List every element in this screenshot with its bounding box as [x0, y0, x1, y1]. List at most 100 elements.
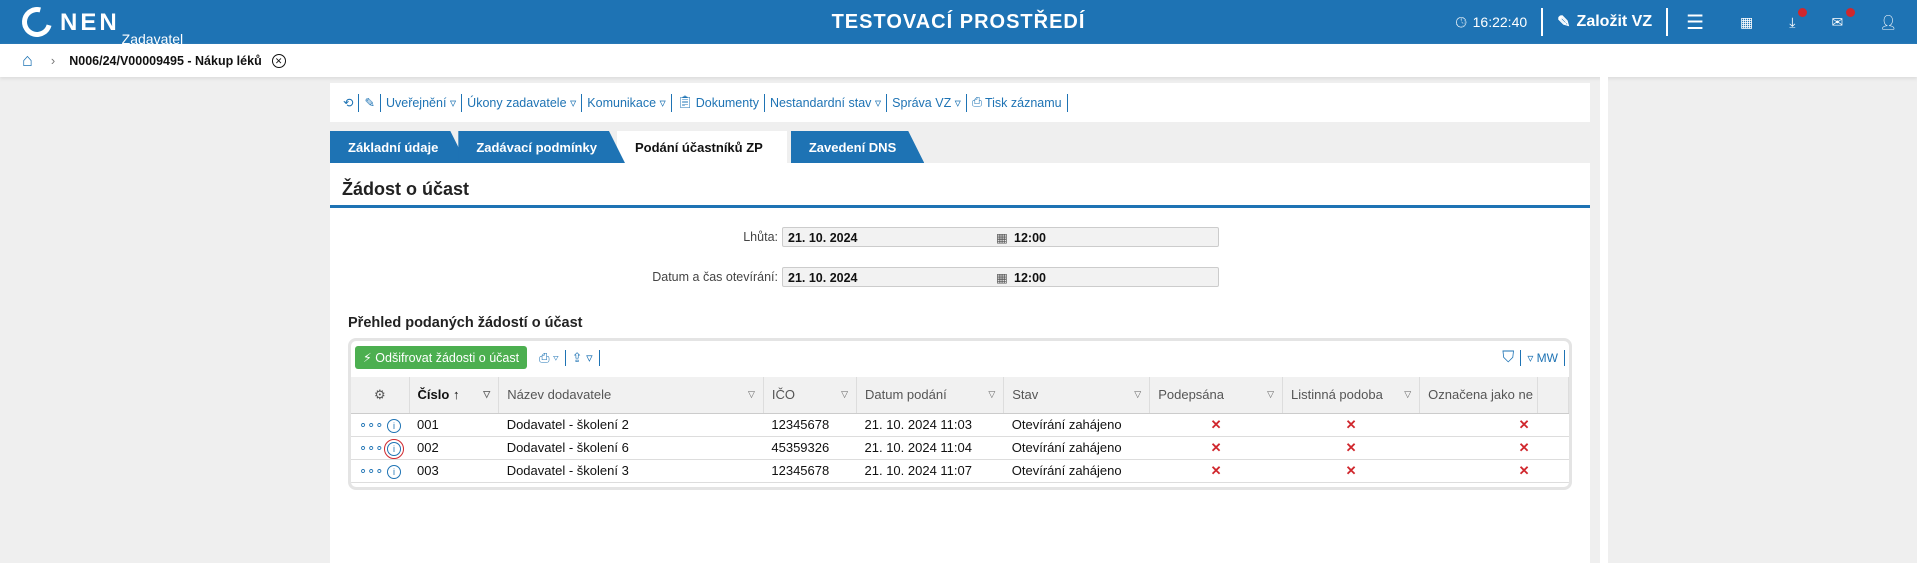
breadcrumb: ⌂ › N006/24/V00009495 - Nákup léků ✕ [0, 44, 1917, 77]
top-header: NEN Zadavatel TESTOVACÍ PROSTŘEDÍ 🕓︎ 16:2… [0, 0, 1917, 47]
environment-title: TESTOVACÍ PROSTŘEDÍ [831, 11, 1086, 33]
logo-text: NEN [60, 9, 120, 36]
cell-listinna: ✕ [1282, 413, 1420, 437]
nen-logo[interactable]: NEN Zadavatel [16, 1, 183, 47]
mw-label: MW [1536, 350, 1558, 365]
filter-icon[interactable]: ▽ [1267, 389, 1275, 399]
more-actions-icon[interactable]: ∘∘∘ [359, 462, 384, 478]
submissions-table: ⚙ Číslo ↑ ▽ Název dodavatele ▽ IČO ▽ Datum … [351, 377, 1569, 483]
cell-nazev: Dodavatel - školení 6 [498, 436, 764, 460]
create-vz-button[interactable]: ✎ Založit VZ [1543, 12, 1666, 32]
mail-icon[interactable]: ✉ [1813, 7, 1861, 31]
menu-icon[interactable]: ☰ [1686, 11, 1705, 34]
notification-dot [1846, 7, 1856, 17]
grid-toolbar: ⚡︎ Odšifrovat žádosti o účast ⎙ ▿ ⇪ ▿ ⛉ … [355, 346, 1565, 369]
divider [598, 349, 600, 366]
toolbar-nonstandard[interactable]: Nestandardní stav ▿ [765, 93, 888, 112]
filter-icon[interactable]: ▽ [747, 389, 755, 399]
col-stav[interactable]: Stav ▽ [1003, 377, 1151, 414]
table-row[interactable]: ∘∘∘ i 003 Dodavatel - školení 3 12345678… [351, 459, 1569, 483]
opening-date: 21. 10. 2024 [788, 271, 858, 285]
print-menu-icon[interactable]: ⎙ ▿ [539, 349, 559, 365]
col-oznacena[interactable]: Označena jako ne [1419, 377, 1538, 414]
scrollbar[interactable] [1600, 77, 1608, 563]
opening-input[interactable]: 21. 10. 2024 ▦ 12:00 [782, 267, 1219, 287]
tab-conditions[interactable]: Zadávací podmínky [458, 131, 625, 163]
printer-icon: ⎙ [971, 95, 982, 109]
filter-icon[interactable]: ▽ [483, 389, 491, 399]
user-icon[interactable]: 👤︎ [1879, 13, 1897, 30]
col-podepsana[interactable]: Podepsána ▽ [1149, 377, 1284, 414]
col-label: Číslo [417, 387, 450, 403]
edit-icon[interactable]: ✎ [359, 93, 381, 112]
toolbar-documents[interactable]: 📋︎ Dokumenty [672, 93, 765, 112]
logo-ring-icon [16, 1, 58, 43]
calendar-icon[interactable]: ▦ [996, 231, 1008, 245]
toolbar-print[interactable]: ⎙ Tisk záznamu [967, 93, 1068, 112]
cell-cislo: 001 [409, 413, 499, 437]
export-menu-icon[interactable]: ⇪ ▿ [571, 349, 593, 365]
download-icon[interactable]: ⤓ [1771, 7, 1813, 31]
calendar-icon[interactable]: ▦ [1740, 13, 1754, 30]
clock: 🕓︎ 16:22:40 [1442, 14, 1542, 31]
cell-ico: 12345678 [763, 413, 857, 437]
toolbar-communication[interactable]: Komunikace ▿ [582, 93, 672, 112]
notification-dot [1798, 7, 1808, 17]
toolbar-actions[interactable]: Úkony zadavatele ▿ [462, 93, 583, 112]
cell-stav: Otevírání zahájeno [1003, 413, 1150, 437]
more-actions-icon[interactable]: ∘∘∘ [359, 439, 384, 455]
col-datum[interactable]: Datum podání ▽ [856, 377, 1005, 414]
refresh-icon[interactable]: ⟲ [338, 93, 360, 112]
column-settings-icon[interactable]: ⚙ [351, 377, 410, 414]
tabs: Základní údaje Zadávací podmínky Podání … [330, 131, 916, 163]
tab-basic[interactable]: Základní údaje [330, 131, 466, 163]
filter-icon[interactable]: ▽ [988, 389, 996, 399]
info-icon[interactable]: i [387, 464, 402, 479]
toolbar-admin[interactable]: Správa VZ ▿ [887, 93, 967, 112]
divider [1541, 8, 1544, 36]
decrypt-label: Odšifrovat žádosti o účast [375, 351, 520, 365]
col-ico[interactable]: IČO ▽ [763, 377, 858, 414]
cell-datum: 21. 10. 2024 11:04 [856, 436, 1004, 460]
cell-stav: Otevírání zahájeno [1003, 459, 1150, 483]
toolbar-publish[interactable]: Uveřejnění ▿ [381, 93, 463, 112]
cell-spacer [1537, 413, 1569, 437]
home-icon[interactable]: ⌂ [22, 50, 33, 70]
opening-label: Datum a čas otevírání: [652, 270, 778, 284]
divider [1666, 8, 1669, 36]
decrypt-button[interactable]: ⚡︎ Odšifrovat žádosti o účast [355, 346, 528, 369]
mw-button[interactable]: ▿ MW [1527, 350, 1558, 365]
info-icon[interactable]: i [387, 418, 402, 433]
col-nazev[interactable]: Název dodavatele ▽ [498, 377, 764, 414]
more-actions-icon[interactable]: ∘∘∘ [359, 416, 384, 432]
filter-icon[interactable]: ▽ [1134, 389, 1142, 399]
calendar-icon[interactable]: ▦ [996, 271, 1008, 285]
deadline-input[interactable]: 21. 10. 2024 ▦ 12:00 [782, 227, 1219, 247]
divider [1564, 349, 1565, 366]
clock-time: 16:22:40 [1472, 14, 1528, 30]
main-panel: Žádost o účast Lhůta: 21. 10. 2024 ▦ 12:… [330, 163, 1590, 563]
filter-icon[interactable]: ▽ [1404, 389, 1412, 399]
col-cislo[interactable]: Číslo ↑ ▽ [409, 377, 500, 414]
filter-icon[interactable]: ⛉ [1502, 348, 1515, 366]
tab-dns[interactable]: Zavedení DNS [791, 131, 924, 163]
section-title: Přehled podaných žádostí o účast [348, 315, 583, 331]
divider [1520, 349, 1522, 366]
clipboard-icon: 📋︎ [676, 95, 693, 109]
col-label: Listinná podoba [1291, 387, 1383, 403]
deadline-date: 21. 10. 2024 [788, 231, 858, 245]
table-row[interactable]: ∘∘∘ i 001 Dodavatel - školení 2 12345678… [351, 413, 1569, 437]
cell-cislo: 003 [409, 459, 499, 483]
info-icon[interactable]: i [384, 438, 405, 458]
cell-listinna: ✕ [1282, 436, 1420, 460]
cell-podepsana: ✕ [1149, 436, 1283, 460]
action-toolbar: ⟲ ✎ Uveřejnění ▿ Úkony zadavatele ▿ Komu… [330, 83, 1590, 122]
cell-oznacena: ✕ [1419, 459, 1538, 483]
close-icon[interactable]: ✕ [271, 53, 286, 68]
tab-submissions[interactable]: Podání účastníků ZP [616, 131, 787, 163]
table-row[interactable]: ∘∘∘ i 002 Dodavatel - školení 6 45359326… [351, 436, 1569, 460]
documents-label: Dokumenty [695, 95, 759, 110]
col-listinna[interactable]: Listinná podoba ▽ [1282, 377, 1421, 414]
breadcrumb-title[interactable]: N006/24/V00009495 - Nákup léků [69, 53, 262, 68]
filter-icon[interactable]: ▽ [841, 389, 849, 399]
